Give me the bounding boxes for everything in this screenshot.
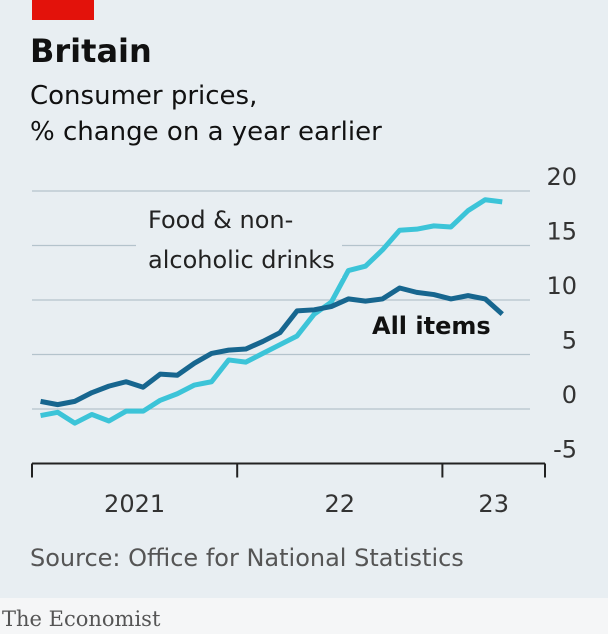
series-label: alcoholic drinks	[148, 246, 335, 274]
line-series	[40, 197, 503, 426]
y-tick-label: 10	[546, 272, 577, 300]
subtitle: % change on a year earlier	[30, 117, 382, 147]
y-tick-label: 5	[562, 327, 577, 355]
background	[0, 0, 608, 598]
y-tick-label: 20	[546, 163, 577, 191]
label-background	[136, 196, 342, 278]
red-tag	[32, 0, 94, 20]
footer-background	[0, 598, 608, 634]
series-label: All items	[372, 312, 491, 340]
y-tick-label: -5	[553, 436, 577, 464]
y-tick-label: 0	[562, 381, 577, 409]
x-tick-label: 22	[325, 490, 356, 518]
subtitle: Consumer prices,	[30, 81, 257, 111]
chart-title: Britain	[30, 32, 152, 70]
brand: The Economist	[2, 607, 161, 631]
x-tick-label: 23	[478, 490, 509, 518]
line-series	[40, 285, 504, 408]
y-tick-label: 15	[546, 218, 577, 246]
series-label: Food & non-	[148, 206, 293, 234]
source: Source: Office for National Statistics	[30, 544, 464, 572]
x-tick-label: 2021	[104, 490, 165, 518]
